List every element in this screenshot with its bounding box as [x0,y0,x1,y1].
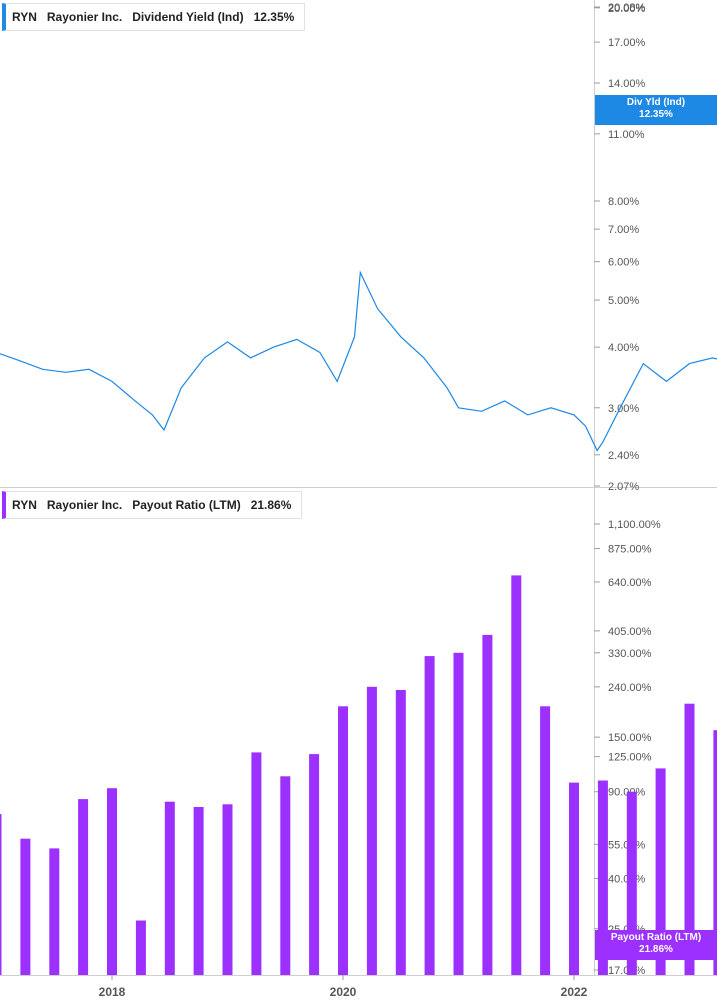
yield-y-tick-label: 4.00% [608,342,639,354]
payout-ratio-legend: RYN Rayonier Inc. Payout Ratio (LTM) 21.86% [2,491,303,519]
x-tick-label: 2018 [99,985,126,999]
payout-bar [453,652,464,975]
payout-y-tick-label: 1,100.00% [608,519,661,531]
yield-y-tick-label: 5.00% [608,295,639,307]
dividend-yield-value-tag: Div Yld (Ind) 12.35% [595,95,717,125]
payout-bar [655,768,666,975]
payout-ratio-bars [0,575,717,975]
dividend-yield-y-axis: 20.08%20.00% 17.00% 14.00% 11.00% 8.00% 7.00%… [594,2,646,493]
payout-bar [280,776,291,975]
payout-y-tick-label: 90.00% [608,787,646,799]
x-tick-label: 2022 [561,985,588,999]
payout-bar [164,801,175,975]
payout-bar [193,807,204,975]
legend-ticker: RYN [12,498,37,512]
payout-bar [309,754,320,975]
x-tick-label: 2020 [330,985,357,999]
yield-y-tick-label: 6.00% [608,257,639,269]
yield-y-tick-label: 20.08% [608,2,646,14]
payout-bar [251,752,262,975]
payout-bar [511,575,522,975]
yield-y-tick-label: 2.40% [608,450,639,462]
payout-ratio-panel: 1,100.00% 875.00% 640.00% 405.00% 330.00% 240… [0,488,717,999]
yield-y-tick-label: 3.00% [608,403,639,415]
payout-bar [107,788,117,975]
payout-y-tick-label: 150.00% [608,732,652,744]
dividend-yield-legend: RYN Rayonier Inc. Dividend Yield (Ind) 12.3… [2,3,306,31]
payout-y-tick-label: 405.00% [608,626,652,638]
payout-bar [482,634,493,975]
payout-bar [338,706,348,975]
yield-y-tick-label: 20.00% [608,3,646,15]
yield-y-tick-label: 7.00% [608,224,639,236]
yield-y-tick-label: 17.00% [608,37,646,49]
tag-label: Div Yld (Ind) [626,97,686,108]
x-axis: 20182020202220242026 [99,975,588,999]
payout-y-tick-label: 125.00% [608,752,652,764]
legend-company: Rayonier Inc. [46,498,123,512]
payout-y-tick-label: 875.00% [608,543,652,555]
yield-y-tick-label: 8.00% [608,196,639,208]
legend-value: 12.35% [253,10,295,24]
payout-bar [0,814,2,975]
payout-bar [597,780,608,975]
legend-company: Rayonier Inc. [46,10,123,24]
tag-value: 21.86% [639,944,673,955]
payout-y-tick-label: 55.00% [608,839,646,851]
payout-bar [395,690,406,975]
payout-bar [49,848,60,975]
payout-y-tick-label: 17.00% [608,965,646,977]
legend-ticker: RYN [12,10,37,24]
payout-bar [569,782,579,975]
legend-value: 21.86% [250,498,292,512]
yield-y-tick-label: 11.00% [608,129,645,141]
payout-bar [540,706,551,975]
tag-value: 12.35% [639,109,673,120]
payout-bar [713,730,717,975]
dividend-yield-panel: 20.08%20.00% 17.00% 14.00% 11.00% 8.00% 7.00%… [0,0,717,493]
payout-bar [78,799,89,975]
payout-ratio-value-tag: Payout Ratio (LTM) 21.86% [595,930,717,960]
payout-y-tick-label: 640.00% [608,577,652,589]
payout-ratio-y-axis: 1,100.00% 875.00% 640.00% 405.00% 330.00% 240… [594,519,661,977]
yield-y-tick-label: 2.07% [608,481,639,493]
payout-bar [20,838,31,975]
payout-y-tick-label: 330.00% [608,648,652,660]
payout-bar [424,656,435,975]
payout-bar [135,920,146,975]
payout-bar [626,791,637,975]
payout-y-tick-label: 240.00% [608,682,652,694]
tag-label: Payout Ratio (LTM) [610,932,702,943]
payout-bar [366,686,377,975]
payout-y-tick-label: 40.00% [608,873,646,885]
yield-y-tick-label: 14.00% [608,78,646,90]
payout-bar [684,703,695,975]
legend-metric: Payout Ratio (LTM) [132,498,241,512]
payout-bar [222,804,233,975]
dividend-yield-line [0,270,717,452]
legend-metric: Dividend Yield (Ind) [132,10,244,24]
